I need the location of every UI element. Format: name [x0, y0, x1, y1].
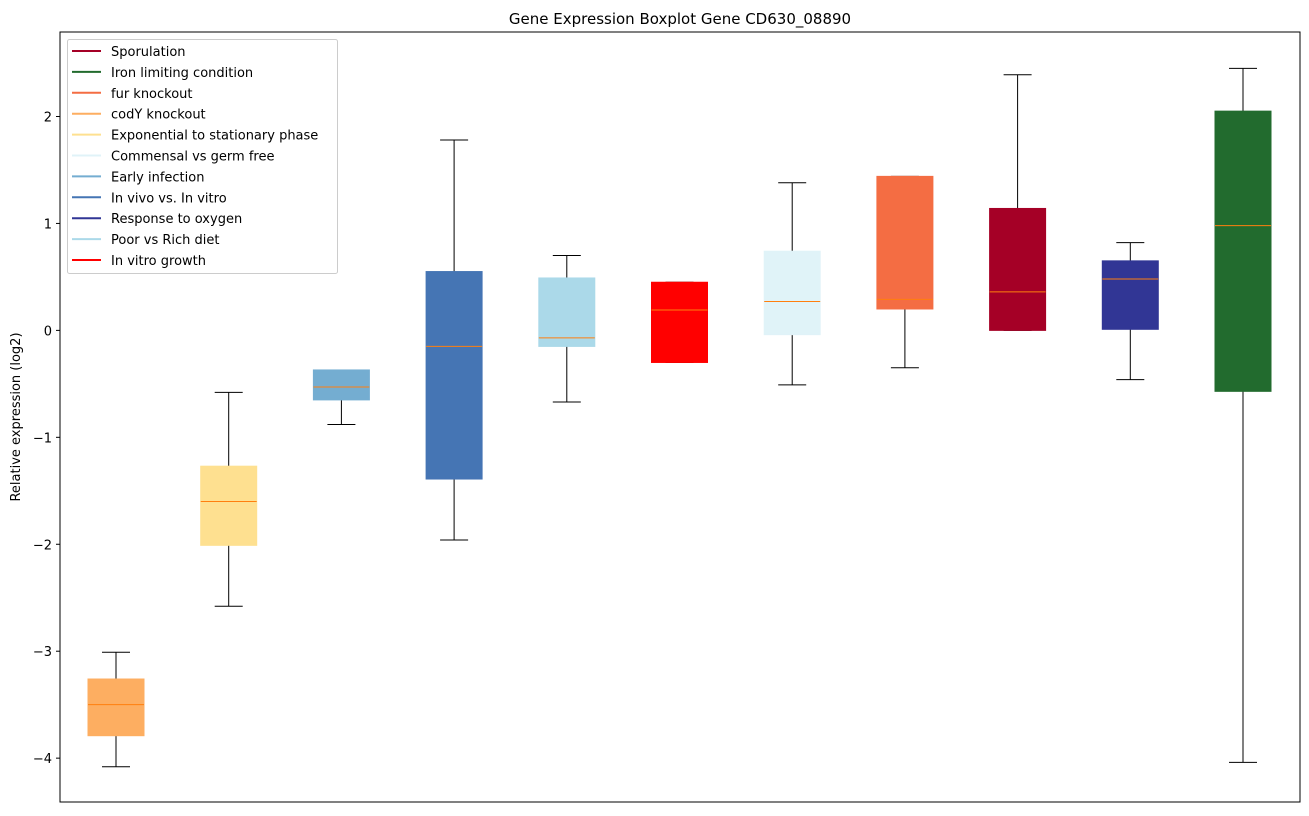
chart-title: Gene Expression Boxplot Gene CD630_08890 [509, 10, 851, 29]
legend-label: Poor vs Rich diet [111, 233, 219, 248]
box-iqr [200, 465, 258, 546]
legend-frame [67, 39, 338, 274]
box-response-to-oxygen [1101, 242, 1159, 381]
y-tick-label: −3 [33, 645, 52, 660]
legend-label: fur knockout [111, 87, 193, 102]
box-fur-knockout [876, 175, 934, 369]
legend-label: In vitro growth [111, 254, 206, 269]
box-iqr [876, 175, 934, 310]
y-tick-label: −1 [33, 431, 52, 446]
box-iqr [312, 369, 370, 401]
legend-label: Iron limiting condition [111, 66, 253, 81]
legend-label: Response to oxygen [111, 212, 242, 227]
box-iqr [538, 277, 596, 347]
plot-frame [59, 31, 1301, 803]
box-in-vivo-vs-in-vitro [425, 139, 483, 541]
legend-label: Sporulation [111, 45, 186, 60]
boxes-layer [87, 67, 1272, 768]
box-in-vitro-growth [651, 281, 708, 363]
box-early-infection [312, 369, 370, 425]
legend-label: codY knockout [111, 108, 206, 123]
box-commensal-vs-germ-free [763, 182, 821, 386]
legend-label: Early infection [111, 170, 204, 185]
y-tick-label: −4 [33, 752, 52, 767]
y-tick-label: 1 [44, 217, 52, 232]
y-axis-label: Relative expression (log2) [9, 332, 24, 501]
legend: Sporulation Iron limiting condition fur kn… [67, 39, 338, 274]
box-iqr [651, 281, 708, 363]
box-iqr [425, 271, 483, 480]
y-axis: −4 −3 −2 −1 0 1 2 [33, 110, 60, 767]
legend-label: Exponential to stationary phase [111, 129, 318, 144]
box-iron-limiting-condition [1214, 67, 1272, 763]
y-tick-label: −2 [33, 538, 52, 553]
box-iqr [87, 678, 145, 737]
box-iqr [989, 207, 1047, 331]
legend-label: In vivo vs. In vitro [111, 191, 227, 206]
y-tick-label: 2 [44, 110, 52, 125]
box-cody-knockout [87, 651, 145, 768]
box-poor-vs-rich-diet [538, 255, 596, 403]
box-iqr [763, 250, 821, 336]
box-exponential-to-stationary-phase [200, 391, 258, 607]
box-iqr [1101, 260, 1159, 330]
y-tick-label: 0 [44, 324, 52, 339]
legend-label: Commensal vs germ free [111, 150, 274, 165]
box-iqr [1214, 110, 1272, 392]
box-sporulation [989, 74, 1047, 331]
